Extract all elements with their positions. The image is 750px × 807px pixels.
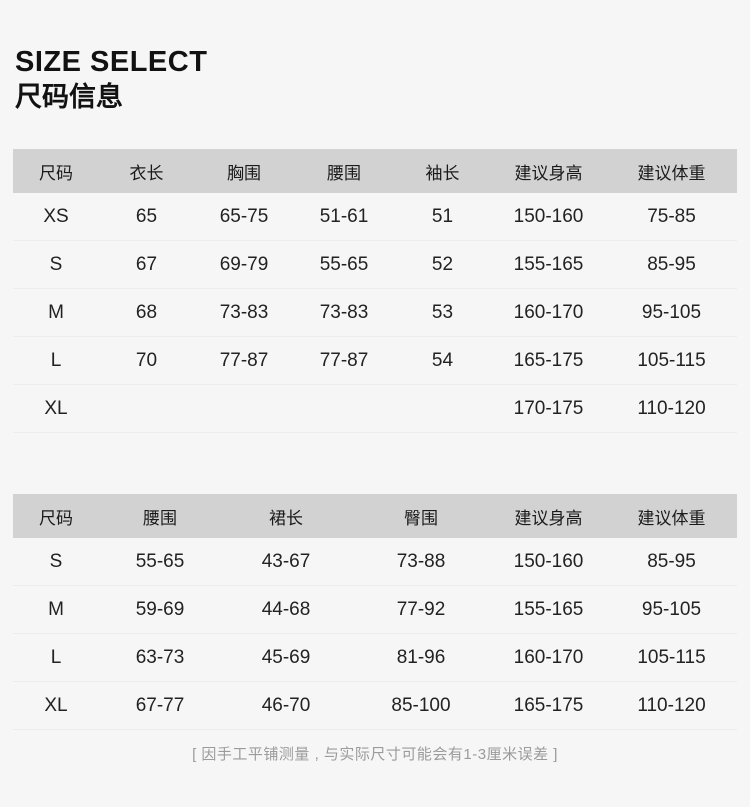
value-cell: 105-115 (637, 646, 706, 668)
table-row: XL 67-77 46-70 85-100 165-175 110-120 (13, 682, 737, 731)
table-row: M 59-69 44-68 77-92 155-165 95-105 (13, 586, 737, 635)
value-cell (99, 385, 194, 432)
table-row: M 68 73-83 73-83 53 160-170 95-105 (13, 289, 737, 338)
top-garment-size-table: 尺码 衣长 胸围 腰围 袖长 建议身高 建议体重 XS 65 65-75 51-… (13, 149, 737, 434)
value-cell: 150-160 (513, 550, 584, 572)
value-cell: 165-175 (513, 349, 584, 371)
value-cell: 63-73 (135, 646, 185, 668)
size-cell: M (48, 598, 64, 620)
page-title-zh: 尺码信息 (15, 82, 123, 113)
column-header-length: 衣长 (129, 163, 164, 183)
value-cell: 77-87 (319, 349, 369, 371)
value-cell: 150-160 (513, 205, 584, 227)
column-header-weight: 建议体重 (637, 508, 706, 528)
table-header-row: 尺码 腰围 裙长 臀围 建议身高 建议体重 (13, 494, 737, 539)
column-header-sleeve: 袖长 (425, 163, 460, 183)
size-cell: S (49, 550, 63, 572)
column-header-height: 建议身高 (514, 163, 583, 183)
column-header-height: 建议身高 (514, 508, 583, 528)
value-cell: 110-120 (637, 397, 706, 419)
value-cell (394, 385, 491, 432)
value-cell: 155-165 (513, 253, 584, 275)
table-header-row: 尺码 衣长 胸围 腰围 袖长 建议身高 建议体重 (13, 149, 737, 194)
value-cell: 54 (431, 349, 454, 371)
page-title-en: SIZE SELECT (15, 46, 208, 78)
column-header-waist: 腰围 (327, 163, 361, 183)
column-header-weight: 建议体重 (637, 163, 706, 183)
value-cell: 45-69 (261, 646, 311, 668)
value-cell: 110-120 (637, 694, 706, 716)
value-cell: 75-85 (647, 205, 696, 227)
size-cell: XS (43, 205, 69, 227)
value-cell: 95-105 (641, 301, 702, 323)
value-cell (294, 385, 394, 432)
measurement-disclaimer: [ 因手工平铺测量 , 与实际尺寸可能会有1-3厘米误差 ] (192, 746, 558, 764)
value-cell: 85-95 (647, 253, 696, 275)
size-cell: L (50, 646, 62, 668)
column-header-waist: 腰围 (143, 508, 177, 528)
column-header-hip: 臀围 (404, 508, 438, 528)
value-cell: 65 (135, 205, 158, 227)
page-title-block: SIZE SELECT 尺码信息 (0, 0, 750, 113)
value-cell: 43-67 (261, 550, 311, 572)
value-cell: 51 (431, 205, 454, 227)
value-cell: 73-83 (219, 301, 269, 323)
table-row: XL 170-175 110-120 (13, 385, 737, 434)
size-cell: XL (44, 694, 68, 716)
value-cell: 51-61 (319, 205, 369, 227)
value-cell: 105-115 (637, 349, 706, 371)
size-cell: M (48, 301, 64, 323)
value-cell: 59-69 (135, 598, 185, 620)
value-cell: 52 (431, 253, 454, 275)
value-cell: 53 (431, 301, 454, 323)
skirt-size-table: 尺码 腰围 裙长 臀围 建议身高 建议体重 S 55-65 43-67 73-8… (13, 494, 737, 731)
value-cell: 155-165 (513, 598, 584, 620)
size-cell: S (49, 253, 63, 275)
value-cell (194, 385, 294, 432)
column-header-size: 尺码 (39, 163, 73, 183)
value-cell: 67-77 (135, 694, 185, 716)
value-cell: 73-88 (396, 550, 446, 572)
value-cell: 160-170 (513, 646, 584, 668)
value-cell: 55-65 (135, 550, 185, 572)
value-cell: 69-79 (219, 253, 269, 275)
value-cell: 68 (135, 301, 158, 323)
value-cell: 85-100 (391, 694, 451, 716)
value-cell: 85-95 (647, 550, 696, 572)
value-cell: 67 (135, 253, 158, 275)
value-cell: 55-65 (319, 253, 369, 275)
value-cell: 81-96 (396, 646, 446, 668)
column-header-size: 尺码 (39, 508, 73, 528)
table-row: XS 65 65-75 51-61 51 150-160 75-85 (13, 193, 737, 242)
value-cell: 95-105 (641, 598, 702, 620)
size-cell: L (50, 349, 62, 371)
value-cell: 77-87 (219, 349, 269, 371)
value-cell: 70 (135, 349, 158, 371)
value-cell: 65-75 (219, 205, 269, 227)
value-cell: 44-68 (261, 598, 311, 620)
value-cell: 170-175 (513, 397, 584, 419)
value-cell: 77-92 (396, 598, 446, 620)
table-row: S 55-65 43-67 73-88 150-160 85-95 (13, 538, 737, 587)
column-header-skirt-length: 裙长 (269, 508, 303, 528)
table-row: L 70 77-87 77-87 54 165-175 105-115 (13, 337, 737, 386)
value-cell: 46-70 (261, 694, 311, 716)
value-cell: 165-175 (513, 694, 584, 716)
value-cell: 160-170 (513, 301, 584, 323)
size-cell: XL (44, 397, 68, 419)
value-cell: 73-83 (319, 301, 369, 323)
column-header-bust: 胸围 (227, 163, 261, 183)
table-row: S 67 69-79 55-65 52 155-165 85-95 (13, 241, 737, 290)
table-row: L 63-73 45-69 81-96 160-170 105-115 (13, 634, 737, 683)
